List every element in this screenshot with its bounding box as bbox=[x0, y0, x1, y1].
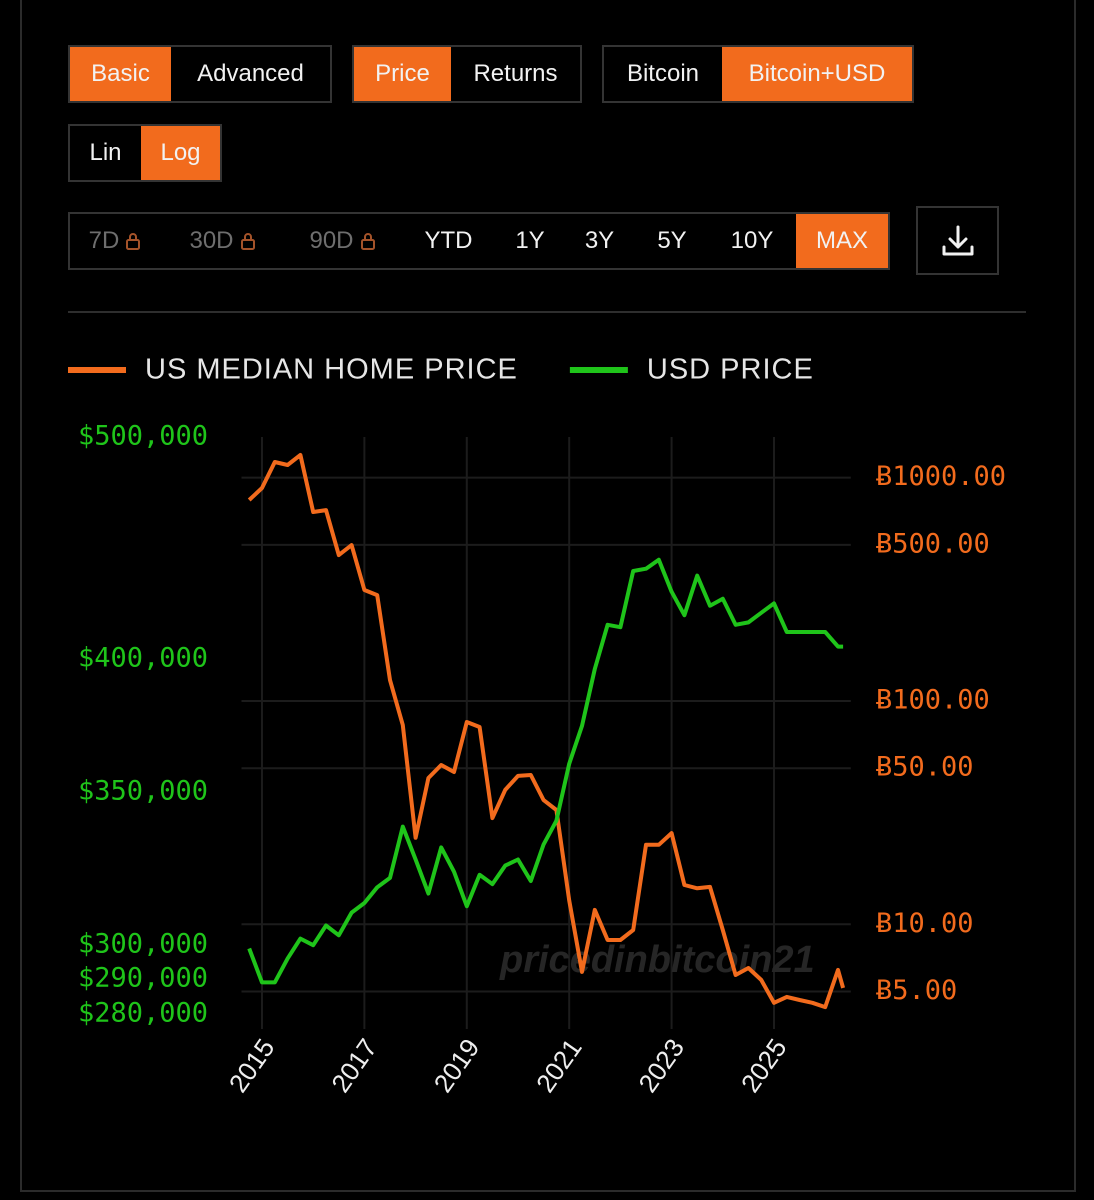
button-label: 30D bbox=[189, 227, 234, 254]
y-tick-label: $500,000 bbox=[78, 421, 208, 452]
y2-tick-label: Ƀ100.00 bbox=[876, 684, 990, 715]
button[interactable]: Log bbox=[141, 126, 220, 180]
button-label: 5Y bbox=[657, 227, 687, 254]
button-label: 10Y bbox=[730, 227, 774, 254]
x-tick-label: 2015 bbox=[223, 1033, 281, 1098]
y2-tick-label: Ƀ5.00 bbox=[876, 975, 957, 1006]
button[interactable]: Returns bbox=[473, 60, 558, 87]
x-tick-label: 2017 bbox=[325, 1033, 383, 1098]
button-label: MAX bbox=[815, 227, 868, 254]
download-button[interactable] bbox=[916, 206, 999, 275]
frame bbox=[20, 0, 1076, 1192]
y2-tick-label: Ƀ10.00 bbox=[876, 908, 974, 939]
button[interactable]: Price bbox=[354, 47, 451, 101]
lock-icon bbox=[126, 233, 141, 250]
button[interactable]: Basic bbox=[70, 47, 171, 101]
button[interactable]: Bitcoin+USD bbox=[722, 47, 912, 101]
button[interactable]: Advanced bbox=[197, 60, 304, 87]
y-tick-label: $300,000 bbox=[78, 929, 208, 960]
x-tick-label: 2023 bbox=[632, 1033, 690, 1098]
button-label: YTD bbox=[424, 227, 473, 254]
lock-icon bbox=[240, 233, 255, 250]
series-line bbox=[247, 557, 844, 985]
y2-tick-label: Ƀ1000.00 bbox=[876, 461, 1006, 492]
lock-icon bbox=[360, 233, 375, 250]
x-tick-label: 2019 bbox=[428, 1033, 486, 1098]
scale-toggle: Lin Log bbox=[68, 124, 222, 182]
range-button[interactable]: 3Y bbox=[563, 214, 636, 268]
legend-label: US MEDIAN HOME PRICE bbox=[145, 354, 518, 386]
y-tick-label: $290,000 bbox=[78, 962, 208, 993]
y2-tick-label: Ƀ50.00 bbox=[876, 752, 974, 783]
range-button[interactable]: 1Y bbox=[497, 214, 563, 268]
range-toggle: 7D 30D 90D YTD 1Y 3Y 5Y 10Y MAX bbox=[68, 212, 890, 270]
x-tick-label: 2021 bbox=[530, 1033, 588, 1098]
y-tick-label: $350,000 bbox=[78, 775, 208, 806]
y-tick-label: $400,000 bbox=[78, 643, 208, 674]
view-toggle: Price Returns bbox=[352, 45, 582, 103]
legend-label: USD PRICE bbox=[647, 354, 814, 386]
range-button[interactable]: 10Y bbox=[708, 214, 796, 268]
range-button[interactable]: 7D bbox=[70, 214, 160, 268]
button-label: 1Y bbox=[515, 227, 545, 254]
button-label: 90D bbox=[309, 227, 354, 254]
range-button[interactable]: 5Y bbox=[636, 214, 708, 268]
series-line bbox=[247, 453, 846, 1010]
button-label: 3Y bbox=[584, 227, 615, 254]
y-tick-label: $280,000 bbox=[78, 997, 208, 1028]
x-tick-label: 2025 bbox=[735, 1033, 793, 1098]
range-button[interactable]: 30D bbox=[160, 214, 285, 268]
button[interactable]: Lin bbox=[89, 139, 122, 166]
button-label: 7D bbox=[88, 227, 120, 254]
range-button[interactable]: MAX bbox=[796, 214, 888, 268]
button[interactable]: Bitcoin bbox=[626, 60, 700, 87]
range-button[interactable]: YTD bbox=[400, 214, 497, 268]
download-icon bbox=[942, 225, 973, 255]
mode-toggle: Basic Advanced bbox=[68, 45, 332, 103]
divider bbox=[68, 311, 1026, 313]
range-button[interactable]: 90D bbox=[285, 214, 400, 268]
denomination-toggle: Bitcoin Bitcoin+USD bbox=[602, 45, 914, 103]
y2-tick-label: Ƀ500.00 bbox=[876, 528, 990, 559]
watermark: pricedinbitcoin21 bbox=[499, 939, 815, 981]
